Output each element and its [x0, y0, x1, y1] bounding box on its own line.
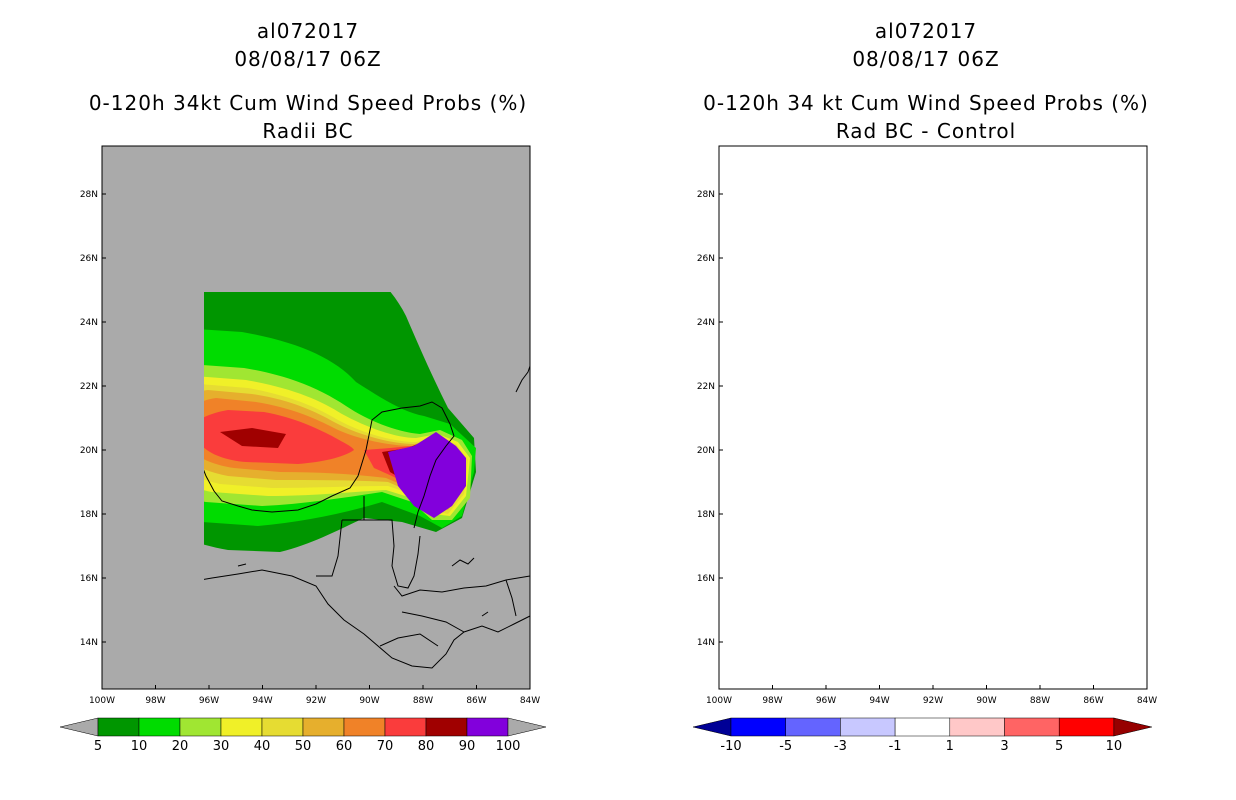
lon-label: 84W — [520, 696, 540, 706]
colorbar-cap-high — [1113, 717, 1152, 737]
lon-label: 98W — [762, 696, 782, 706]
right-title: 0-120h 34 kt Cum Wind Speed Probs (%) — [703, 91, 1149, 115]
colorbar-label: 90 — [459, 739, 476, 754]
lat-label: 24N — [697, 318, 715, 328]
right-datetime: 08/08/17 06Z — [852, 47, 1000, 71]
prob-band-90 — [388, 432, 466, 518]
colorbar-label: 100 — [496, 739, 521, 754]
right-subtitle: Rad BC - Control — [835, 119, 1017, 143]
lat-label: 28N — [697, 190, 715, 200]
colorbar-cap-high — [507, 717, 547, 737]
colorbar-label: 10 — [131, 739, 148, 754]
lat-label: 18N — [697, 510, 715, 520]
lat-label: 20N — [697, 446, 715, 456]
left-axes: 28N 26N 24N 22N 20N 18N 16N 14N 100W 98W 96W 94W 92… — [80, 190, 540, 706]
colorbar-label: 5 — [1055, 739, 1063, 754]
colorbar-swatch — [1058, 717, 1115, 737]
left-title: 0-120h 34kt Cum Wind Speed Probs (%) — [88, 91, 528, 115]
colorbar-label: 3 — [1000, 739, 1008, 754]
colorbar-label: 10 — [1106, 739, 1123, 754]
lat-label: 16N — [697, 574, 715, 584]
colorbar-label: -5 — [779, 739, 792, 754]
right-map-background — [719, 146, 1147, 689]
lat-label: 18N — [80, 510, 98, 520]
lon-label: 88W — [1030, 696, 1050, 706]
colorbar-swatch — [425, 717, 468, 737]
colorbar-swatch — [302, 717, 345, 737]
lat-label: 20N — [80, 446, 98, 456]
colorbar-swatch — [261, 717, 304, 737]
left-map — [101, 145, 531, 690]
colorbar-swatch — [894, 717, 951, 737]
colorbar-swatch — [384, 717, 427, 737]
lon-label: 86W — [466, 696, 486, 706]
lon-label: 96W — [816, 696, 836, 706]
colorbar-swatch — [840, 717, 896, 737]
colorbar-cap-low — [692, 717, 732, 737]
lon-label: 100W — [706, 696, 732, 706]
colorbar-label: -1 — [889, 739, 902, 754]
lat-label: 24N — [80, 318, 98, 328]
colorbar-swatch — [730, 717, 786, 737]
colorbar-cap-low — [59, 717, 99, 737]
right-colorbar: -10 -5 -3 -1 1 3 5 10 — [692, 717, 1152, 754]
colorbar-label: -10 — [720, 739, 741, 754]
lon-label: 90W — [976, 696, 996, 706]
lat-label: 26N — [697, 254, 715, 264]
lat-label: 14N — [80, 638, 98, 648]
lat-label: 28N — [80, 190, 98, 200]
lon-label: 100W — [89, 696, 115, 706]
lat-label: 26N — [80, 254, 98, 264]
colorbar-label: 40 — [254, 739, 271, 754]
lon-label: 92W — [306, 696, 326, 706]
lon-label: 92W — [923, 696, 943, 706]
lon-label: 88W — [413, 696, 433, 706]
colorbar-swatch — [220, 717, 263, 737]
colorbar-label: 60 — [336, 739, 353, 754]
left-subtitle: Radii BC — [262, 119, 354, 143]
left-datetime: 08/08/17 06Z — [234, 47, 382, 71]
colorbar-swatch — [949, 717, 1005, 737]
right-axes: 28N 26N 24N 22N 20N 18N 16N 14N 100W 98W 96W 94W 92… — [697, 190, 1157, 706]
lon-label: 98W — [145, 696, 165, 706]
lat-label: 22N — [697, 382, 715, 392]
colorbar-label: 80 — [418, 739, 435, 754]
colorbar-swatch — [138, 717, 181, 737]
lat-label: 22N — [80, 382, 98, 392]
right-storm-id: al072017 — [874, 19, 978, 43]
colorbar-label: 20 — [172, 739, 189, 754]
lat-label: 16N — [80, 574, 98, 584]
lon-label: 90W — [359, 696, 379, 706]
colorbar-swatch — [1004, 717, 1060, 737]
colorbar-swatch — [343, 717, 386, 737]
colorbar-label: 1 — [946, 739, 954, 754]
colorbar-label: 30 — [213, 739, 230, 754]
lon-label: 86W — [1083, 696, 1103, 706]
colorbar-label: -3 — [834, 739, 847, 754]
colorbar-swatch — [466, 717, 509, 737]
lon-label: 94W — [252, 696, 272, 706]
colorbar-swatch — [97, 717, 140, 737]
lon-label: 96W — [199, 696, 219, 706]
colorbar-label: 70 — [377, 739, 394, 754]
colorbar-label: 5 — [94, 739, 102, 754]
left-colorbar: 5 10 20 30 40 50 60 70 80 90 100 — [59, 717, 547, 754]
colorbar-label: 50 — [295, 739, 312, 754]
lon-label: 84W — [1137, 696, 1157, 706]
lon-label: 94W — [869, 696, 889, 706]
lat-label: 14N — [697, 638, 715, 648]
colorbar-swatch — [785, 717, 841, 737]
right-map — [718, 145, 1148, 690]
left-storm-id: al072017 — [256, 19, 360, 43]
colorbar-swatch — [179, 717, 222, 737]
